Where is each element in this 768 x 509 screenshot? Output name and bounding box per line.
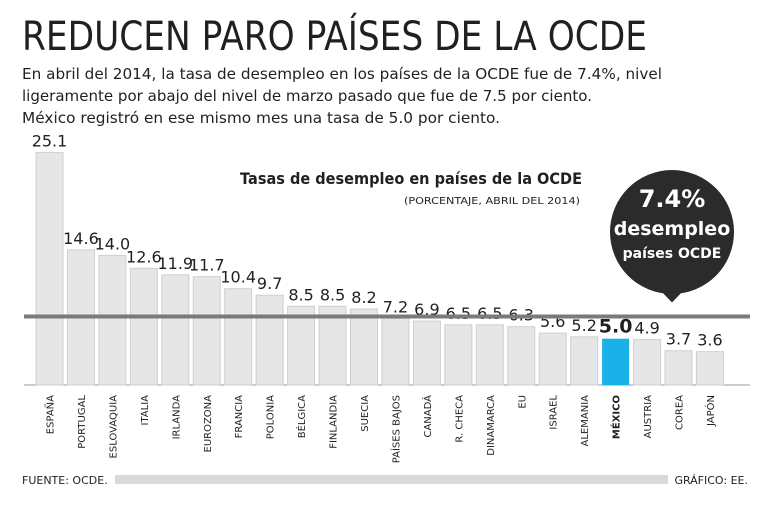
value-label: 9.7 bbox=[257, 274, 282, 293]
x-tick-label: SUECIA bbox=[360, 395, 371, 432]
bar bbox=[381, 317, 410, 386]
value-label: 14.6 bbox=[63, 229, 99, 248]
value-label: 5.2 bbox=[571, 316, 596, 335]
x-tick-label: FINLANDIA bbox=[329, 395, 340, 449]
bar bbox=[444, 324, 473, 386]
footer-bar bbox=[115, 475, 668, 484]
x-tick-label: ALEMANIA bbox=[580, 395, 591, 447]
value-label: 3.7 bbox=[666, 330, 691, 349]
x-tick-label: R. CHECA bbox=[454, 395, 465, 443]
x-tick-label: AUSTRIA bbox=[643, 395, 654, 439]
bar bbox=[318, 305, 347, 386]
value-label: 14.0 bbox=[95, 234, 131, 253]
description: México registró en ese mismo mes una tas… bbox=[22, 109, 500, 127]
bar bbox=[98, 254, 127, 386]
value-label: 25.1 bbox=[32, 132, 68, 151]
callout-text: desempleo bbox=[614, 218, 731, 240]
callout-text: países OCDE bbox=[623, 246, 722, 262]
value-label: 6.5 bbox=[446, 304, 471, 323]
callout-pointer bbox=[660, 290, 684, 303]
bar bbox=[224, 288, 253, 386]
bar bbox=[475, 324, 504, 386]
bar bbox=[633, 339, 662, 386]
x-tick-label: POLONIA bbox=[266, 395, 277, 439]
bar bbox=[602, 338, 630, 385]
bar bbox=[570, 336, 599, 386]
x-tick-label: PAÍSES BAJOS bbox=[389, 395, 402, 463]
source: FUENTE: OCDE. bbox=[22, 474, 108, 487]
value-label: 12.6 bbox=[126, 247, 162, 266]
chart-note: (PORCENTAJE, ABRIL DEL 2014) bbox=[404, 196, 580, 207]
description: ligeramente por abajo del nivel de marzo… bbox=[22, 87, 592, 105]
x-tick-label: PORTUGAL bbox=[77, 395, 88, 449]
x-tick-label: ITALIA bbox=[140, 395, 151, 426]
x-tick-label: CANADÁ bbox=[421, 395, 434, 438]
value-label: 10.4 bbox=[220, 268, 256, 287]
bar bbox=[538, 332, 567, 386]
bar bbox=[412, 320, 441, 386]
value-label: 8.5 bbox=[320, 285, 345, 304]
bar bbox=[695, 351, 724, 386]
value-label: 11.7 bbox=[189, 256, 225, 275]
x-tick-label: ISRAEL bbox=[549, 395, 560, 430]
value-label: 3.6 bbox=[697, 331, 722, 350]
bar bbox=[287, 305, 316, 386]
bar bbox=[350, 308, 378, 386]
value-label: 7.2 bbox=[383, 297, 408, 316]
bar bbox=[161, 274, 190, 386]
x-tick-label: ESLOVAQUIA bbox=[108, 395, 119, 459]
chart-subtitle: Tasas de desempleo en países de la OCDE bbox=[240, 169, 582, 188]
chart-title: REDUCEN PARO PAÍSES DE LA OCDE bbox=[22, 12, 647, 60]
x-tick-label: DINAMARCA bbox=[486, 395, 497, 456]
value-label: 8.2 bbox=[351, 288, 376, 307]
bar bbox=[129, 267, 158, 386]
x-tick-label: COREA bbox=[675, 395, 686, 430]
value-label: 6.9 bbox=[414, 300, 439, 319]
callout-bubble bbox=[610, 170, 734, 294]
bar bbox=[192, 276, 221, 386]
x-tick-label: FRANCIA bbox=[234, 395, 245, 439]
value-label: 5.0 bbox=[599, 316, 633, 338]
x-tick-label: MÉXICO bbox=[610, 395, 623, 439]
value-label: 11.9 bbox=[157, 254, 193, 273]
x-tick-label: ESPAÑA bbox=[44, 395, 57, 434]
callout-value: 7.4% bbox=[639, 185, 706, 213]
bar bbox=[255, 294, 284, 386]
value-label: 4.9 bbox=[634, 319, 659, 338]
bar bbox=[507, 326, 536, 386]
x-tick-label: JAPÓN bbox=[704, 395, 717, 427]
x-tick-label: EUROZONA bbox=[203, 395, 214, 453]
description: En abril del 2014, la tasa de desempleo … bbox=[22, 65, 662, 83]
x-tick-label: BÉLGICA bbox=[295, 395, 308, 438]
x-tick-label: EU bbox=[517, 395, 528, 409]
bar bbox=[664, 350, 693, 386]
value-label: 6.5 bbox=[477, 304, 502, 323]
x-tick-label: IRLANDA bbox=[171, 395, 182, 440]
bar bbox=[35, 152, 64, 386]
value-label: 8.5 bbox=[288, 285, 313, 304]
credit: GRÁFICO: EE. bbox=[674, 474, 748, 487]
